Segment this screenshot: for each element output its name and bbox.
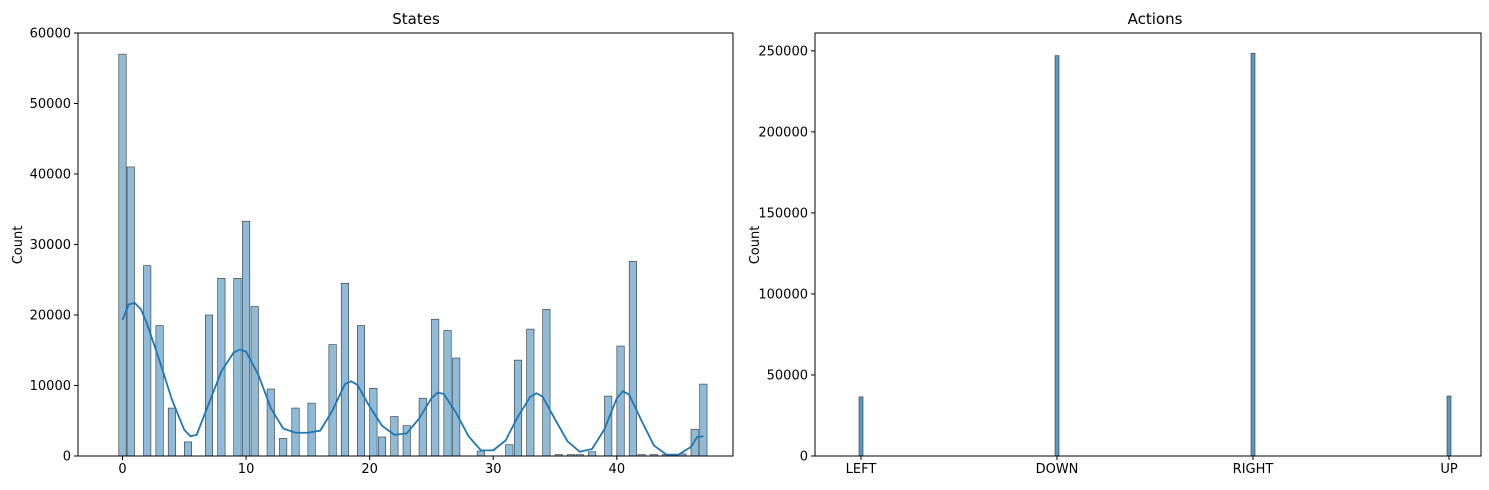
states-title: States [392,10,440,28]
states-bar-12 [279,438,288,457]
states-ytick-label-0: 0 [63,450,71,465]
states-ytick-label-30000: 30000 [30,238,71,253]
actions-title: Actions [1128,10,1183,28]
actions-ytick-label-0: 0 [800,450,808,465]
states-bar-8 [233,278,242,457]
actions-bar-up [1446,395,1452,457]
actions-bar-left [858,396,864,457]
states-bar-29 [526,328,535,457]
states-bar-43 [699,383,708,457]
actions-bar-down [1054,55,1060,457]
states-bar-30 [542,309,551,457]
states-bar-5 [183,441,192,457]
states-chart: States Count 0 10 20 30 40 0 10000 20000 30000 40… [11,10,734,477]
actions-ytick-label-200000: 200000 [758,125,808,140]
states-bar-34 [588,451,597,457]
actions-plot-area: LEFT DOWN RIGHT UP 0 50000 100000 150000 200000 2… [758,32,1482,477]
actions-ytick-label-50000: 50000 [767,368,808,383]
states-bar-42 [690,428,699,457]
states-xtick-label-30: 30 [485,462,502,477]
states-ytick-label-50000: 50000 [30,97,71,112]
states-bar-25 [452,357,461,457]
states-bar-3 [155,325,164,457]
states-ytick-label-10000: 10000 [30,379,71,394]
actions-xtick-label-down: DOWN [1036,462,1079,477]
states-kde-line [121,302,704,456]
states-bar-19 [378,436,387,457]
states-bar-37 [628,261,637,457]
actions-chart: Actions Count LEFT DOWN RIGHT UP 0 50000 10000… [748,10,1482,477]
states-xtick-label-0: 0 [118,462,126,477]
states-xtick-label-20: 20 [361,462,378,477]
actions-ytick-label-250000: 250000 [758,44,808,59]
actions-xtick-label-right: RIGHT [1233,462,1274,477]
states-bar-26 [476,450,485,457]
actions-bar-right [1250,52,1256,457]
states-bar-28 [513,359,522,457]
states-bar-2 [143,265,152,457]
states-ytick-label-60000: 60000 [30,27,71,42]
states-ytick-label-20000: 20000 [30,309,71,324]
states-bar-1 [126,166,135,457]
states-bar-15 [328,344,337,457]
states-bar-23 [431,318,440,457]
actions-ytick-label-100000: 100000 [758,287,808,302]
states-bar-0 [118,53,127,457]
states-bar-36 [616,345,625,457]
states-bar-16 [340,282,349,457]
states-xtick-label-10: 10 [238,462,255,477]
states-bar-18 [369,388,378,457]
actions-ytick-label-150000: 150000 [758,206,808,221]
states-bar-27 [505,444,514,457]
states-ytick-label-40000: 40000 [30,168,71,183]
states-bar-10 [250,306,259,457]
actions-xtick-label-up: UP [1440,462,1458,477]
states-ylabel: Count [11,226,26,265]
states-bar-4 [167,407,176,457]
states-bar-9 [242,220,251,457]
states-bar-6 [204,314,214,457]
actions-ylabel: Count [748,226,763,265]
states-bar-20 [390,416,399,457]
states-xtick-label-40: 40 [609,462,626,477]
states-bar-24 [443,330,452,457]
states-bar-14 [307,402,316,457]
actions-xtick-label-left: LEFT [846,462,877,477]
actions-axes-frame [814,32,1482,457]
states-plot-area: 0 10 20 30 40 0 10000 20000 30000 40000 50000 60000 [30,27,734,477]
